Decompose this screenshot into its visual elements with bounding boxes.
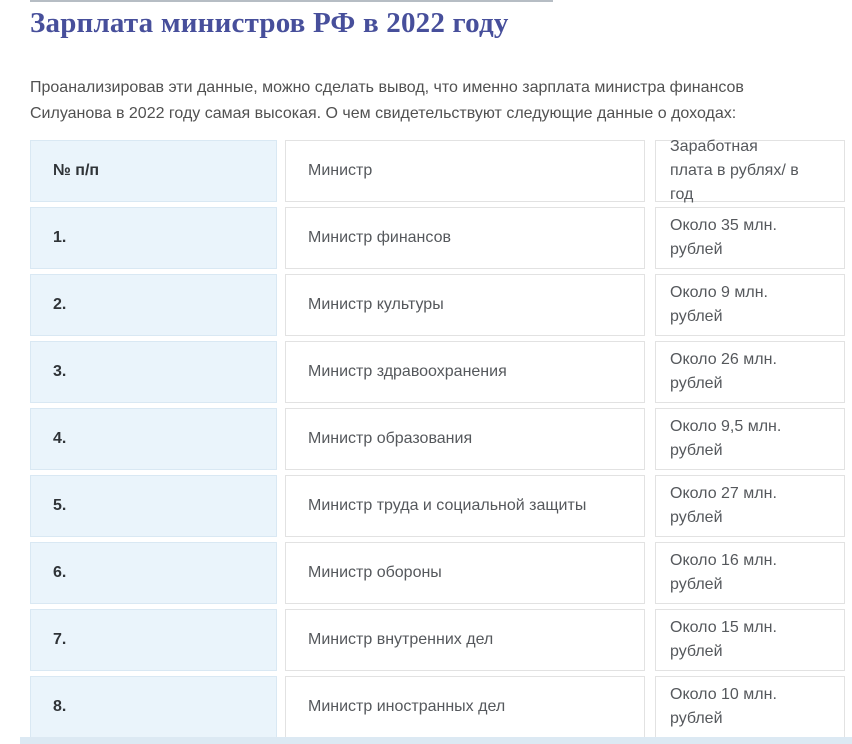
cell-text: Около 27 млн. рублей: [670, 485, 777, 526]
cell-text: Около 26 млн. рублей: [670, 351, 777, 392]
cell-text: Министр внутренних дел: [308, 631, 494, 648]
cell-num: 2.: [30, 274, 277, 336]
cell-salary: Около 15 млн. рублей: [655, 609, 845, 671]
cell-num: 8.: [30, 676, 277, 738]
table-row: 4. Министр образования Около 9,5 млн. рубл…: [30, 408, 845, 470]
cell-num: 7.: [30, 609, 277, 671]
table-row: 2. Министр культуры Около 9 млн. рублей: [30, 274, 845, 336]
cell-salary: Около 10 млн. рублей: [655, 676, 845, 738]
cell-text: Министр иностранных дел: [308, 698, 506, 715]
cell-text: 1.: [53, 229, 67, 246]
cell-text: Министр труда и социальной защиты: [308, 497, 587, 514]
cell-minister: Министр здравоохранения: [285, 341, 645, 403]
cell-num: 1.: [30, 207, 277, 269]
cell-text: Около 10 млн. рублей: [670, 686, 777, 727]
cell-salary: Около 26 млн. рублей: [655, 341, 845, 403]
cell-text: 2.: [53, 296, 67, 313]
intro-line-1: Проанализировав эти данные, можно сделат…: [30, 79, 744, 96]
cell-text: Около 16 млн. рублей: [670, 552, 777, 593]
cell-minister: Министр внутренних дел: [285, 609, 645, 671]
intro-paragraph: Проанализировав эти данные, можно сделат…: [30, 75, 744, 127]
cell-salary: Около 9 млн. рублей: [655, 274, 845, 336]
cell-text: Министр финансов: [308, 229, 451, 246]
cell-salary: Около 16 млн. рублей: [655, 542, 845, 604]
cell-text: 4.: [53, 430, 67, 447]
cell-text: Министр культуры: [308, 296, 444, 313]
cell-text: Министр обороны: [308, 564, 442, 581]
cell-text: Около 9,5 млн. рублей: [670, 418, 782, 459]
cell-text: Около 15 млн. рублей: [670, 619, 777, 660]
table-row: 6. Министр обороны Около 16 млн. рублей: [30, 542, 845, 604]
table-header-row: № п/п Министр Заработная плата в рублях/ в…: [30, 138, 845, 203]
cell-text: Министр образования: [308, 430, 473, 447]
cell-num: 4.: [30, 408, 277, 470]
cell-salary: Около 35 млн. рублей: [655, 207, 845, 269]
cell-minister: Министр образования: [285, 408, 645, 470]
cell-text: 8.: [53, 698, 67, 715]
cell-minister: Министр культуры: [285, 274, 645, 336]
salary-table: № п/п Министр Заработная плата в рублях/ в…: [30, 138, 845, 743]
cell-salary: Около 9,5 млн. рублей: [655, 408, 845, 470]
cell-salary: Около 27 млн. рублей: [655, 475, 845, 537]
cell-text: Министр здравоохранения: [308, 363, 507, 380]
cell-text: 7.: [53, 631, 67, 648]
cell-text: Около 9 млн. рублей: [670, 284, 768, 325]
cell-num: 5.: [30, 475, 277, 537]
cell-text: 6.: [53, 564, 67, 581]
cell-minister: Министр финансов: [285, 207, 645, 269]
header-cell-num: № п/п: [30, 140, 277, 202]
cell-text: № п/п: [53, 162, 100, 179]
cell-minister: Министр обороны: [285, 542, 645, 604]
cell-text: Заработная плата в рублях/ в год: [670, 138, 799, 203]
cell-minister: Министр труда и социальной защиты: [285, 475, 645, 537]
cell-num: 6.: [30, 542, 277, 604]
cell-num: 3.: [30, 341, 277, 403]
cell-text: 5.: [53, 497, 67, 514]
table-row: 1. Министр финансов Около 35 млн. рублей: [30, 207, 845, 269]
table-row: 3. Министр здравоохранения Около 26 млн. р…: [30, 341, 845, 403]
cell-text: 3.: [53, 363, 67, 380]
next-section-cut-edge: [20, 737, 852, 744]
intro-line-2: Силуанова в 2022 году самая высокая. О ч…: [30, 105, 737, 122]
header-cell-salary: Заработная плата в рублях/ в год: [655, 138, 845, 203]
cell-text: Министр: [308, 162, 373, 179]
header-cell-minister: Министр: [285, 140, 645, 202]
previous-element-cut-edge: [30, 0, 553, 2]
table-row: 8. Министр иностранных дел Около 10 млн. р…: [30, 676, 845, 738]
cell-text: Около 35 млн. рублей: [670, 217, 777, 258]
table-row: 7. Министр внутренних дел Около 15 млн. ру…: [30, 609, 845, 671]
cell-minister: Министр иностранных дел: [285, 676, 645, 738]
page-title: Зарплата министров РФ в 2022 году: [30, 7, 509, 39]
table-row: 5. Министр труда и социальной защиты Около…: [30, 475, 845, 537]
